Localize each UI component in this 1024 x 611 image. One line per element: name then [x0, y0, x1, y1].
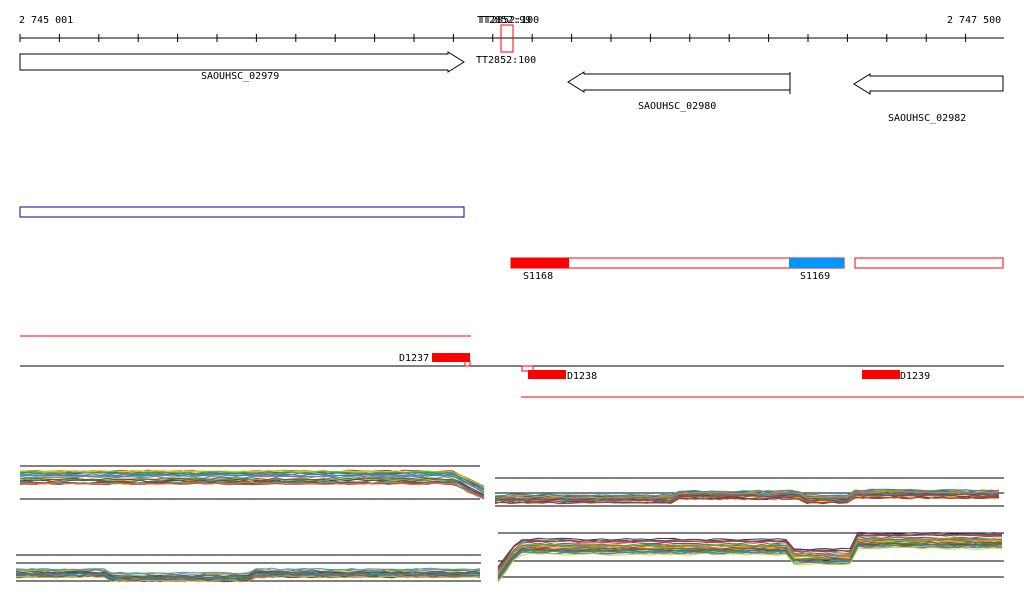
segment-track: S1168 S1169 [510, 257, 1004, 282]
expression-profile-line [15, 568, 481, 576]
segment-s1169-fill[interactable] [789, 258, 844, 268]
expression-profile-line [15, 575, 481, 583]
expression-profile-line [15, 573, 481, 581]
gene-label: SAOUHSC_02982 [888, 113, 966, 124]
expression-profile-line [19, 482, 485, 500]
deletion-d1237-box[interactable] [432, 353, 470, 362]
segment-label: S1168 [523, 271, 553, 282]
expression-profile-line [19, 477, 485, 495]
expression-profile-line [497, 533, 1002, 569]
expression-profile-line [494, 489, 1000, 498]
expression-profile-line [15, 571, 481, 579]
expression-panel-top-right [494, 477, 1004, 507]
expression-profile-line [19, 471, 485, 488]
ruler-end-label: 2 747 500 [947, 15, 1001, 26]
ruler-probe-label-b: TT2852:100 [479, 15, 539, 26]
expression-profile-line [19, 473, 485, 493]
expression-profile-line [497, 543, 1003, 580]
expression-profile-line [494, 493, 1000, 502]
ruler-probe-label-a: TT2852:99 [477, 15, 531, 26]
gene-track: SAOUHSC_02979 SAOUHSC_02980 SAOUHSC_0298… [19, 51, 1004, 124]
deletion-d1239-box[interactable] [862, 370, 900, 379]
expression-panel-top-left [19, 465, 485, 500]
expression-profile-line [497, 541, 1003, 577]
gene-label: SAOUHSC_02980 [638, 101, 716, 112]
gene-arrow-reverse[interactable] [853, 73, 1004, 95]
expression-profile-line [497, 546, 1003, 583]
expression-profile-line [497, 538, 1003, 573]
expression-panel-bottom-left [15, 554, 481, 583]
expression-profile-line [19, 469, 485, 488]
expression-profile-line [19, 473, 485, 491]
deletion-d1237-tick [464, 360, 471, 367]
gene-arrow-forward[interactable] [19, 51, 465, 73]
expression-panel-bottom-right [497, 531, 1004, 583]
coordinate-ruler: 2 745 001 2 747 500 TT2852:99 TT2852:100… [19, 15, 1004, 66]
deletion-track: D1237 D1238 D1239 [20, 335, 1024, 398]
expression-profile-line [497, 545, 1003, 582]
expression-profile-line [19, 475, 485, 494]
gene-arrow-reverse[interactable] [567, 71, 791, 93]
segment-outline-right[interactable] [854, 257, 1004, 269]
deletion-label: D1237 [399, 353, 429, 364]
deletion-label: D1238 [567, 371, 597, 382]
expression-profile-line [19, 481, 485, 499]
segment-label: S1169 [800, 271, 830, 282]
expression-profile-line [494, 492, 1000, 501]
expression-profile-line [19, 481, 485, 499]
expression-profile-line [15, 570, 481, 578]
region-outline-blue[interactable] [19, 206, 465, 218]
deletion-d1238-box[interactable] [528, 370, 566, 379]
deletion-d1238-outline [521, 365, 534, 372]
expression-profile-line [497, 537, 1003, 575]
expression-profile-line [497, 531, 1003, 568]
expression-profile-line [494, 490, 1000, 499]
deletion-label: D1239 [900, 371, 930, 382]
ruler-start-label: 2 745 001 [19, 15, 73, 26]
gene-label: SAOUHSC_02979 [201, 71, 279, 82]
probe-marker[interactable] [500, 24, 514, 53]
ruler-ticks [19, 34, 967, 42]
expression-profile-line [497, 535, 1002, 572]
probe-label-below: TT2852:100 [476, 55, 536, 66]
expression-profile-line [494, 488, 1000, 497]
segment-s1168-fill[interactable] [511, 258, 569, 268]
expression-profile-line [494, 496, 1000, 505]
